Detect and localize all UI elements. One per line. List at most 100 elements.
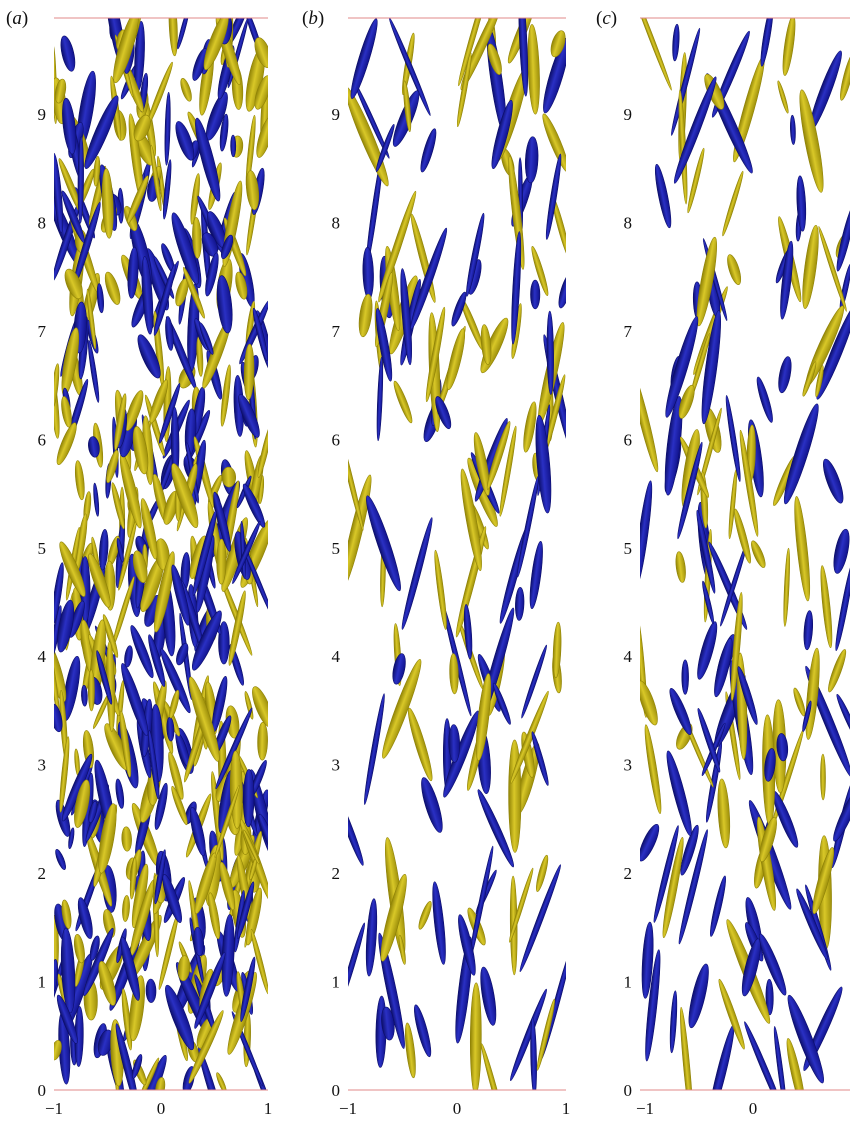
y-tick-label: 7 <box>332 322 341 341</box>
negative-vortex-structure <box>448 724 461 763</box>
positive-vortex-structure <box>820 565 833 648</box>
positive-vortex-structure <box>132 426 149 475</box>
positive-vortex-structure <box>536 854 549 892</box>
positive-vortex-structure <box>228 590 246 666</box>
negative-vortex-structure <box>680 824 699 876</box>
panel-label: (c) <box>596 8 617 29</box>
positive-vortex-structure <box>114 393 127 451</box>
negative-vortex-structure <box>653 825 679 923</box>
negative-vortex-structure <box>205 252 219 297</box>
positive-vortex-structure <box>446 328 466 391</box>
positive-vortex-structure <box>180 78 192 102</box>
positive-vortex-structure <box>122 895 130 922</box>
positive-vortex-structure <box>523 401 537 453</box>
y-tick-label: 8 <box>332 213 341 232</box>
positive-vortex-structure <box>155 1077 166 1090</box>
y-tick-label: 6 <box>624 430 633 449</box>
positive-vortex-structure <box>216 538 227 585</box>
positive-vortex-structure <box>812 847 835 915</box>
negative-vortex-structure <box>701 310 721 425</box>
negative-vortex-structure <box>96 283 104 314</box>
positive-vortex-structure <box>256 115 268 158</box>
negative-vortex-structure <box>823 458 844 504</box>
negative-vortex-structure <box>199 322 214 355</box>
positive-vortex-structure <box>802 361 817 397</box>
positive-vortex-structure <box>799 89 824 193</box>
y-tick-label: 7 <box>624 322 633 341</box>
positive-vortex-structure <box>254 37 268 68</box>
negative-vortex-structure <box>778 356 792 394</box>
negative-vortex-structure <box>175 121 195 161</box>
negative-vortex-structure <box>115 778 125 809</box>
negative-vortex-structure <box>688 963 709 1029</box>
negative-vortex-structure <box>776 733 789 762</box>
negative-vortex-structure <box>744 1021 786 1090</box>
positive-vortex-structure <box>727 254 742 285</box>
positive-vortex-structure <box>171 463 199 528</box>
positive-vortex-structure <box>782 18 796 76</box>
negative-vortex-structure <box>463 604 473 660</box>
negative-vortex-structure <box>131 1054 143 1079</box>
positive-vortex-structure <box>793 687 806 717</box>
negative-vortex-structure <box>773 1026 787 1090</box>
negative-vortex-structure <box>525 136 539 184</box>
x-tick-label: 1 <box>264 1099 273 1118</box>
y-tick-label: 1 <box>332 973 341 992</box>
positive-vortex-structure <box>194 852 217 915</box>
positive-vortex-structure <box>405 1022 416 1079</box>
positive-vortex-structure <box>456 52 472 128</box>
negative-vortex-structure <box>696 509 716 594</box>
negative-vortex-structure <box>378 932 405 1049</box>
negative-vortex-structure <box>258 813 268 857</box>
positive-vortex-structure <box>380 874 407 962</box>
positive-vortex-structure <box>86 288 97 350</box>
positive-vortex-structure <box>183 267 205 319</box>
positive-vortex-structure <box>257 422 268 479</box>
x-tick-label: 0 <box>749 1099 758 1118</box>
negative-vortex-structure <box>720 542 748 627</box>
negative-vortex-structure <box>521 644 548 719</box>
positive-vortex-structure <box>818 226 847 312</box>
negative-vortex-structure <box>189 807 206 857</box>
positive-vortex-structure <box>64 268 83 300</box>
y-tick-label: 5 <box>38 539 47 558</box>
negative-vortex-structure <box>376 356 384 442</box>
positive-vortex-structure <box>460 468 482 572</box>
positive-vortex-structure <box>398 934 406 965</box>
negative-vortex-structure <box>558 273 566 309</box>
y-tick-label: 2 <box>624 864 633 883</box>
negative-vortex-structure <box>435 396 452 430</box>
y-tick-label: 0 <box>38 1081 47 1100</box>
negative-vortex-structure <box>765 978 774 1016</box>
negative-vortex-structure <box>242 483 266 528</box>
negative-vortex-structure <box>213 491 231 552</box>
negative-vortex-structure <box>221 234 234 260</box>
negative-vortex-structure <box>124 645 133 668</box>
positive-vortex-structure <box>154 551 175 633</box>
negative-vortex-structure <box>195 117 221 202</box>
positive-vortex-structure <box>722 170 744 237</box>
negative-vortex-structure <box>511 231 522 345</box>
positive-vortex-structure <box>119 710 132 778</box>
negative-vortex-structure <box>130 625 154 679</box>
negative-vortex-structure <box>803 610 814 651</box>
positive-vortex-structure <box>473 432 490 496</box>
negative-vortex-structure <box>88 800 98 823</box>
negative-vortex-structure <box>348 792 364 866</box>
positive-vortex-structure <box>358 293 373 338</box>
positive-vortex-structure <box>98 803 117 874</box>
positive-vortex-structure <box>88 553 111 608</box>
y-tick-label: 7 <box>38 322 47 341</box>
negative-vortex-structure <box>96 650 113 705</box>
positive-vortex-structure <box>434 549 447 630</box>
positive-vortex-structure <box>93 155 101 187</box>
negative-vortex-structure <box>252 307 268 361</box>
negative-vortex-structure <box>673 76 717 184</box>
negative-vortex-structure <box>362 247 374 300</box>
positive-vortex-structure <box>678 384 695 419</box>
panel-label: (b) <box>302 8 324 29</box>
positive-vortex-structure <box>403 80 412 133</box>
positive-vortex-structure <box>840 52 850 101</box>
